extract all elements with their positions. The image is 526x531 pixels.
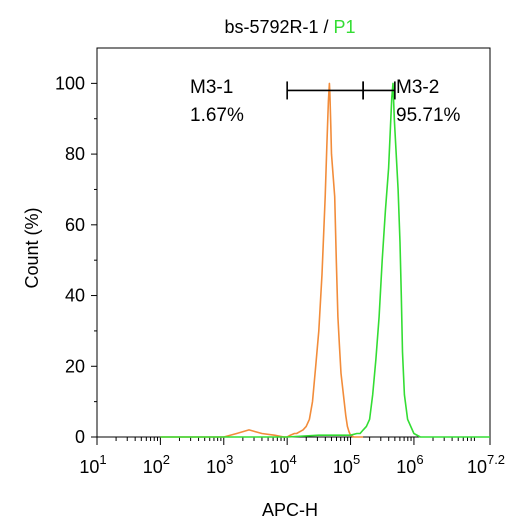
chart-title-gate: P1 bbox=[334, 17, 356, 37]
chart-title: bs-5792R-1 / P1 bbox=[224, 17, 355, 37]
series-line-1 bbox=[160, 82, 364, 438]
x-tick-label: 101 bbox=[79, 452, 106, 477]
y-tick-label: 60 bbox=[65, 215, 85, 235]
y-tick-label: 80 bbox=[65, 144, 85, 164]
x-tick-label: 102 bbox=[143, 452, 170, 477]
y-axis-title: Count (%) bbox=[22, 207, 42, 288]
x-tick-label: 103 bbox=[206, 452, 233, 477]
x-tick-label: 105 bbox=[333, 452, 360, 477]
y-tick-label: 0 bbox=[75, 427, 85, 447]
x-axis-title: APC-H bbox=[262, 500, 318, 520]
y-tick-label: 20 bbox=[65, 356, 85, 376]
gate-label-2: M3-2 bbox=[396, 77, 439, 98]
chart-title-sample: bs-5792R-1 / bbox=[224, 17, 333, 37]
x-tick-label: 107.2 bbox=[467, 452, 505, 477]
gate-percent-1: 1.67% bbox=[190, 105, 244, 126]
gate-label-1: M3-1 bbox=[190, 77, 233, 98]
series-line-2 bbox=[160, 82, 490, 438]
x-tick-label: 104 bbox=[270, 452, 297, 477]
y-tick-label: 100 bbox=[55, 73, 85, 93]
plot-area: 0 20 40 60 80 100 101 102 103 104 105 106 107.2 M3-1 1… bbox=[55, 47, 505, 477]
y-tick-label: 40 bbox=[65, 286, 85, 306]
x-tick-label: 106 bbox=[396, 452, 423, 477]
gate-percent-2: 95.71% bbox=[396, 105, 461, 126]
